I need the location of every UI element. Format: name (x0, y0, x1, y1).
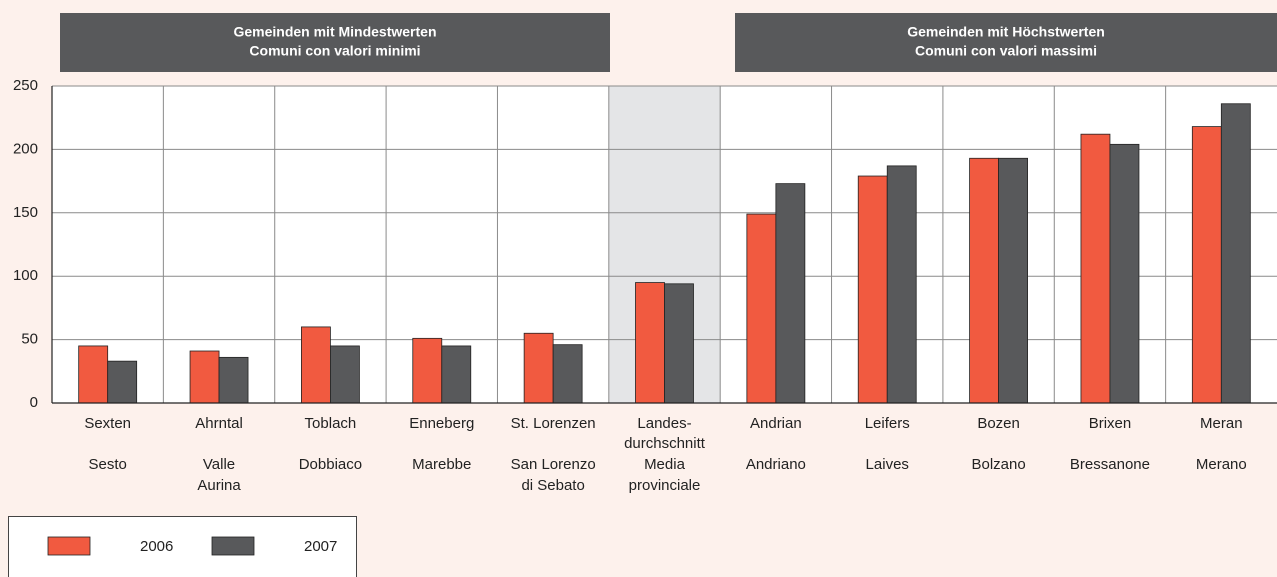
y-tick-label: 200 (13, 140, 38, 157)
bar (523, 332, 554, 404)
x-tick-label: Toblach (305, 415, 357, 432)
group-header-label: Comuni con valori minimi (249, 43, 420, 59)
bar (189, 350, 220, 404)
y-tick-label: 250 (13, 77, 38, 94)
bar (969, 157, 999, 404)
x-tick-label-it: Aurina (197, 477, 241, 494)
y-tick-label: 50 (21, 331, 38, 348)
x-tick-label-it: di Sebato (521, 477, 584, 494)
x-tick-label-it: San Lorenzo (511, 456, 596, 473)
x-tick-label-it: Laives (866, 456, 909, 473)
bar (552, 344, 583, 404)
x-tick-label: Enneberg (409, 415, 474, 432)
bar (746, 213, 777, 404)
y-tick-label: 150 (13, 204, 38, 221)
x-tick-label-it: Sesto (89, 456, 127, 473)
x-tick-label-it: Valle (203, 456, 235, 473)
bar (1080, 133, 1111, 404)
bar (78, 345, 109, 404)
y-tick-label: 0 (30, 394, 38, 411)
bar (441, 345, 472, 404)
group-header-label: Comuni con valori massimi (915, 43, 1097, 59)
x-tick-label-it: Marebbe (412, 456, 471, 473)
x-tick-label: Leifers (865, 415, 910, 432)
x-tick-label: Bozen (977, 415, 1020, 432)
bar (1191, 126, 1222, 404)
bar (107, 360, 138, 404)
group-header-label: Gemeinden mit Mindestwerten (233, 24, 436, 40)
x-tick-label-it: Bressanone (1070, 456, 1150, 473)
legend-label: 2006 (140, 538, 173, 555)
bar (1109, 143, 1140, 404)
bar (857, 175, 888, 404)
x-tick-label: Brixen (1089, 415, 1132, 432)
group-header (60, 13, 610, 72)
bar (998, 157, 1028, 404)
x-tick-label: Meran (1200, 415, 1243, 432)
x-tick-label: St. Lorenzen (511, 415, 596, 432)
x-tick-label: Andrian (750, 415, 802, 432)
x-tick-label-it: provinciale (629, 477, 701, 494)
legend-swatch (211, 536, 255, 556)
x-tick-label: Sexten (84, 415, 131, 432)
bar (775, 183, 806, 404)
bar (301, 326, 331, 404)
legend-label: 2007 (304, 538, 337, 555)
bar (412, 337, 443, 404)
x-tick-label-it: Media (644, 456, 686, 473)
x-tick-label-it: Merano (1196, 456, 1247, 473)
y-tick-label: 100 (13, 267, 38, 284)
legend-swatch (47, 536, 91, 556)
x-tick-label: Ahrntal (195, 415, 243, 432)
x-tick-label-it: Bolzano (971, 456, 1025, 473)
bar (664, 283, 694, 404)
x-tick-label-it: Andriano (746, 456, 806, 473)
bar (886, 165, 917, 404)
bar (635, 282, 665, 404)
group-header-label: Gemeinden mit Höchstwerten (907, 24, 1105, 40)
x-tick-label: durchschnitt (624, 435, 706, 452)
x-tick-label-it: Dobbiaco (299, 456, 362, 473)
group-header (735, 13, 1277, 72)
bar (330, 345, 360, 404)
x-tick-label: Landes- (637, 415, 691, 432)
bar (218, 356, 249, 404)
bar (1220, 103, 1251, 404)
